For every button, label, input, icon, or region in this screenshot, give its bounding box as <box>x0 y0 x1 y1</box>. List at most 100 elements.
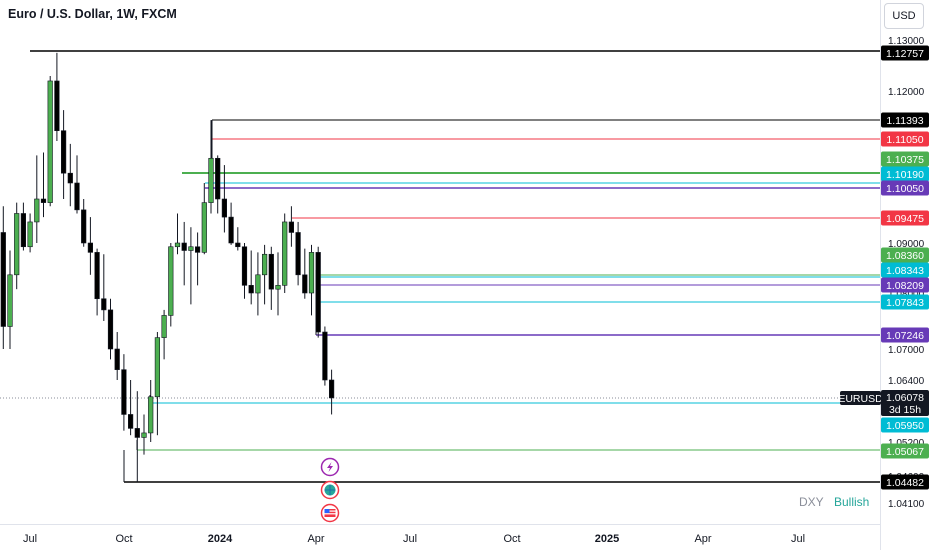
candle-body <box>154 337 161 398</box>
level-price-label-bg <box>881 474 929 490</box>
candle-body <box>161 315 167 338</box>
candle-body <box>14 213 20 276</box>
level-price-label-bg <box>881 112 929 128</box>
symbol-label: EURUSD <box>838 393 883 405</box>
candle-body <box>168 246 174 316</box>
candle-body <box>0 232 6 327</box>
candle-body <box>181 242 187 251</box>
bar-countdown-label: 3d 15h <box>889 404 921 416</box>
level-price-label: 1.07246 <box>886 330 924 342</box>
time-tick-label: Jul <box>23 533 37 545</box>
horizontal-levels <box>30 50 880 483</box>
level-price-label-bg <box>881 180 929 196</box>
candle-body <box>94 252 100 300</box>
candle-body <box>288 221 295 233</box>
candle-body <box>27 221 33 248</box>
candle-body <box>128 414 134 429</box>
candle-body <box>87 242 93 253</box>
time-tick-label: Oct <box>503 533 520 545</box>
time-tick-label: Apr <box>694 533 711 545</box>
candle-body <box>121 369 127 415</box>
level-price-label: 1.10375 <box>886 154 924 166</box>
price-tick-label: 1.12000 <box>888 87 925 98</box>
globe-icon[interactable] <box>320 480 340 500</box>
candle-body <box>241 246 248 286</box>
level-price-label: 1.10050 <box>886 183 924 195</box>
candle-body <box>228 216 234 244</box>
last-price-label: 1.06078 <box>886 392 924 404</box>
level-price-label: 1.05950 <box>886 420 924 432</box>
candle-body <box>60 130 67 174</box>
level-price-label-bg <box>881 151 929 167</box>
candle-body <box>7 274 13 327</box>
lightning-icon[interactable] <box>320 457 340 477</box>
level-price-label-bg <box>881 210 929 226</box>
candle-body <box>114 348 120 370</box>
candle-body <box>221 198 228 218</box>
candle-body <box>275 285 281 290</box>
candle-body <box>215 157 221 200</box>
candle-body <box>235 242 241 248</box>
candle-body <box>74 182 80 211</box>
price-tick-label: 1.06400 <box>888 376 925 387</box>
candle-body <box>295 232 301 276</box>
level-price-label: 1.10190 <box>886 169 924 181</box>
level-price-label-bg <box>881 443 929 459</box>
time-tick-label: 2024 <box>208 533 233 545</box>
time-tick-label: 2025 <box>595 533 619 545</box>
level-price-label: 1.08343 <box>886 265 924 277</box>
indicator-symbol[interactable]: DXY <box>799 495 824 509</box>
candle-body <box>302 274 308 294</box>
candles <box>0 52 335 483</box>
candle-body <box>148 396 154 434</box>
level-price-label-bg <box>881 262 929 278</box>
level-price-label-bg <box>881 327 929 343</box>
price-tick-label: 1.04100 <box>888 499 925 510</box>
level-price-label: 1.11393 <box>886 115 923 127</box>
currency-button[interactable]: USD <box>884 3 924 29</box>
candle-body <box>248 285 254 294</box>
candle-body <box>81 209 87 244</box>
candle-body <box>188 246 194 251</box>
time-tick-label: Apr <box>307 533 324 545</box>
time-tick-label: Jul <box>403 533 417 545</box>
candle-body <box>282 221 288 286</box>
candle-body <box>34 198 40 223</box>
time-tick-label: Oct <box>115 533 132 545</box>
chart-title: Euro / U.S. Dollar, 1W, FXCM <box>8 7 177 21</box>
price-tick-label: 1.07000 <box>888 345 925 356</box>
level-price-label-bg <box>881 45 929 61</box>
candle-body <box>40 198 47 203</box>
level-price-label: 1.08209 <box>886 280 924 292</box>
level-price-label: 1.11050 <box>886 134 923 146</box>
price-tick-label: 1.13000 <box>888 36 925 47</box>
candle-body <box>47 80 53 203</box>
level-price-label-bg <box>881 417 929 433</box>
level-price-label-bg <box>881 166 929 182</box>
time-tick-label: Jul <box>791 533 805 545</box>
level-price-label-bg <box>881 277 929 293</box>
level-price-label: 1.04482 <box>886 477 924 489</box>
candle-body <box>315 252 321 333</box>
price-tick-label: 1.09000 <box>888 239 925 250</box>
candle-body <box>208 157 214 203</box>
candle-body <box>20 213 27 248</box>
candle-body <box>261 253 268 276</box>
us-flag-icon[interactable] <box>320 503 340 523</box>
candle-body <box>195 246 201 253</box>
candle-body <box>141 432 147 438</box>
last-price-label-bg <box>881 390 929 416</box>
candle-body <box>134 428 140 438</box>
candle-body <box>54 80 60 131</box>
level-price-label-bg <box>881 131 929 147</box>
candle-body <box>174 242 181 248</box>
candle-body <box>308 252 315 294</box>
level-price-label: 1.09475 <box>886 213 924 225</box>
candle-body <box>101 298 107 311</box>
candle-body <box>107 309 114 350</box>
price-labels: 1.12757 1.11393 1.11050 1.10375 1.10190 1.100… <box>838 45 929 490</box>
event-markers[interactable] <box>320 457 340 523</box>
indicator-signal: Bullish <box>834 495 870 509</box>
time-axis[interactable]: Jul Oct 2024 Apr Jul Oct 2025 Apr Jul <box>23 533 805 545</box>
